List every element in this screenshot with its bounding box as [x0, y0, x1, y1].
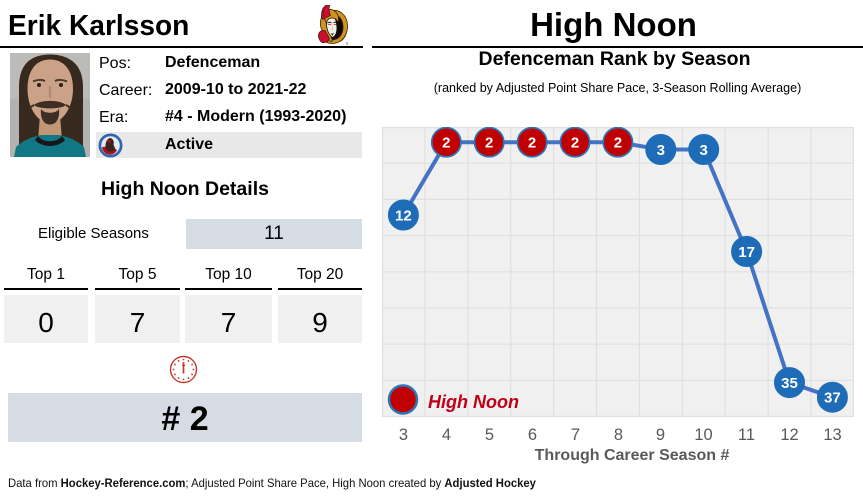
svg-text:12: 12 [395, 207, 412, 224]
svg-text:17: 17 [738, 244, 755, 261]
svg-text:3: 3 [700, 142, 708, 159]
svg-text:2: 2 [528, 135, 536, 152]
svg-text:35: 35 [781, 375, 798, 392]
svg-text:2: 2 [442, 135, 450, 152]
svg-text:3: 3 [657, 142, 665, 159]
svg-text:2: 2 [485, 135, 493, 152]
svg-text:2: 2 [571, 135, 579, 152]
svg-text:High Noon: High Noon [428, 392, 519, 412]
svg-text:37: 37 [824, 390, 841, 407]
svg-text:2: 2 [614, 135, 622, 152]
